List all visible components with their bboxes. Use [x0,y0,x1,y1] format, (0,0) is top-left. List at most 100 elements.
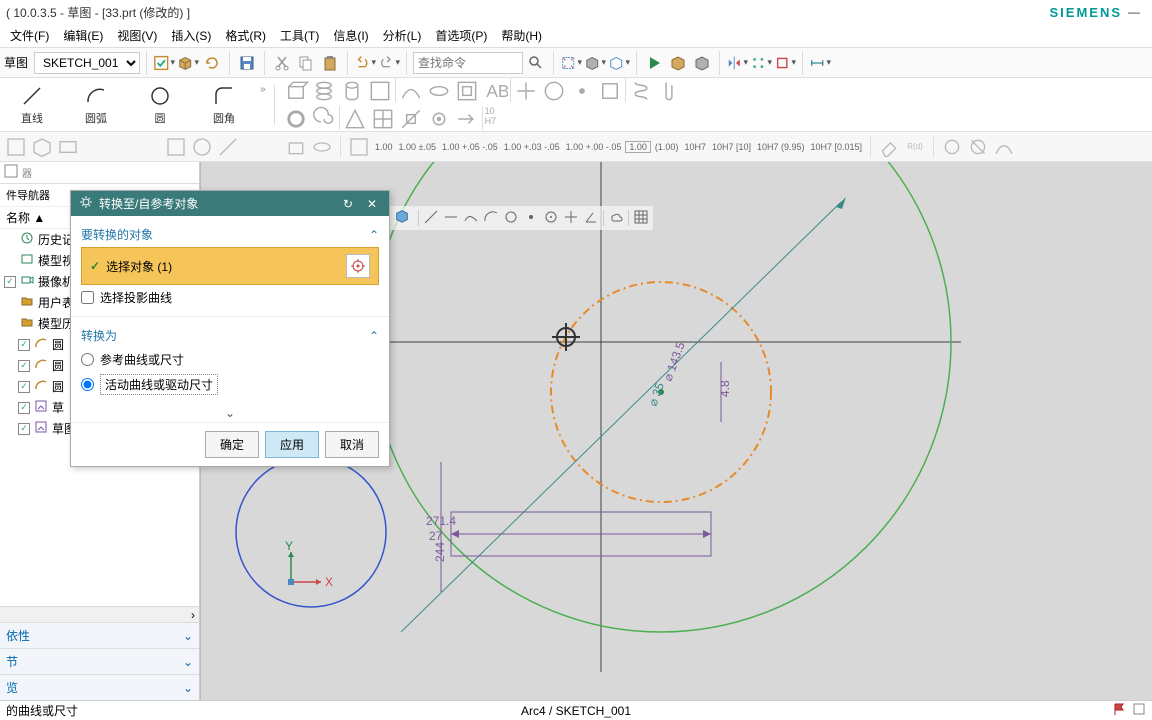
paste-icon[interactable] [319,52,341,74]
mirror-icon[interactable] [726,52,748,74]
tool-circle[interactable]: 圆 [132,84,188,126]
c3-icon[interactable] [992,135,1016,159]
ct-ang-icon[interactable] [583,209,599,228]
dl2[interactable]: 1.00 +.05 -.05 [440,142,500,152]
c2-icon[interactable] [966,135,990,159]
sweep-icon[interactable] [398,78,424,104]
tool-arc[interactable]: 圆弧 [68,84,124,126]
trim-icon[interactable] [513,78,539,104]
dialog-expand[interactable]: ⌄ [71,404,389,422]
menu-insert[interactable]: 插入(S) [165,25,217,46]
copy-icon[interactable] [295,52,317,74]
stack-icon[interactable] [311,78,337,104]
ct-circ-icon[interactable] [503,209,519,228]
proj-checkbox[interactable] [81,291,94,304]
ct-line-icon[interactable] [423,209,439,228]
finish-sketch-icon[interactable] [153,52,175,74]
dialog-close-button[interactable]: ✕ [363,197,381,211]
li9-icon[interactable] [347,135,371,159]
clip-icon[interactable] [656,78,682,104]
li4-icon[interactable] [164,135,188,159]
sec-dep[interactable]: 依性⌄ [0,622,199,648]
tol-icon[interactable]: 10H7 [485,106,511,132]
check-icon[interactable]: ✓ [18,423,30,435]
check-icon[interactable]: ✓ [18,402,30,414]
box-icon[interactable] [177,52,199,74]
li2-icon[interactable] [30,135,54,159]
tri-icon[interactable] [342,106,368,132]
extrude-icon[interactable] [283,78,309,104]
menu-file[interactable]: 文件(F) [4,25,55,46]
dl0[interactable]: 1.00 [373,142,395,152]
dl8[interactable]: 10H7 [10] [710,142,753,152]
menu-format[interactable]: 格式(R) [219,25,272,46]
const-icon[interactable] [398,106,424,132]
spring-icon[interactable] [628,78,654,104]
ct-spline-icon[interactable] [463,209,479,228]
check-icon[interactable]: ✓ [18,360,30,372]
ct-grid-icon[interactable] [633,209,649,228]
rad-icon[interactable]: R(d) [903,135,927,159]
collapse-icon[interactable]: ⌃ [369,228,379,242]
tool-line[interactable]: 直线 [4,84,60,126]
ct-cloud-icon[interactable] [608,209,624,228]
sec-detail[interactable]: 节⌄ [0,648,199,674]
sec-preview[interactable]: 览⌄ [0,674,199,700]
undo-icon[interactable] [354,52,376,74]
cut-icon[interactable] [271,52,293,74]
dl5[interactable]: 1.00 [625,141,651,153]
dl6[interactable]: (1.00) [653,142,681,152]
li8-icon[interactable] [310,135,334,159]
geom1-icon[interactable] [541,78,567,104]
update-icon[interactable] [201,52,223,74]
dl3[interactable]: 1.00 +.03 -.05 [502,142,562,152]
dl7[interactable]: 10H7 [682,142,708,152]
revolve-icon[interactable] [426,78,452,104]
fit-icon[interactable] [560,52,582,74]
grid-icon[interactable] [370,106,396,132]
c1-icon[interactable] [940,135,964,159]
radio-ref[interactable] [81,353,94,366]
check-icon[interactable]: ✓ [18,339,30,351]
erase-icon[interactable] [877,135,901,159]
expand-icon[interactable]: » [260,84,266,95]
dl10[interactable]: 10H7 [0.015] [809,142,865,152]
li1-icon[interactable] [4,135,28,159]
minimize-button[interactable]: — [1122,5,1146,19]
ring-icon[interactable] [283,106,309,132]
target-icon[interactable] [346,254,370,278]
more1-icon[interactable] [367,78,393,104]
dim-icon[interactable] [809,52,831,74]
radio-active[interactable] [81,378,94,391]
ct-circ2-icon[interactable] [543,209,559,228]
ok-button[interactable]: 确定 [205,431,259,458]
array-icon[interactable] [750,52,772,74]
sketch-select[interactable]: SKETCH_001 [34,52,140,74]
layer-icon[interactable] [608,52,630,74]
save-icon[interactable] [236,52,258,74]
ct-cross-icon[interactable] [563,209,579,228]
tool-fillet[interactable]: 圆角 [196,84,252,126]
ct-box-icon[interactable] [394,208,414,228]
collapse2-icon[interactable]: ⌃ [369,329,379,343]
arrow-icon[interactable] [454,106,480,132]
flag-icon[interactable] [1112,702,1126,719]
ct-pt-icon[interactable] [523,209,539,228]
li6-icon[interactable] [216,135,240,159]
txt-icon[interactable]: AB [482,78,508,104]
menu-analysis[interactable]: 分析(L) [377,25,428,46]
ct-arc-icon[interactable] [483,209,499,228]
geom2-icon[interactable] [597,78,623,104]
command-search[interactable] [413,52,523,74]
dl4[interactable]: 1.00 +.00 -.05 [564,142,624,152]
menu-view[interactable]: 视图(V) [111,25,163,46]
render-icon[interactable] [584,52,606,74]
li3-icon[interactable] [56,135,80,159]
li7-icon[interactable] [284,135,308,159]
dialog-reset-button[interactable]: ↻ [339,197,357,211]
menu-info[interactable]: 信息(I) [327,25,374,46]
isolate-icon[interactable] [774,52,796,74]
menu-edit[interactable]: 编辑(E) [57,25,109,46]
pt-icon[interactable] [569,78,595,104]
cancel-button[interactable]: 取消 [325,431,379,458]
